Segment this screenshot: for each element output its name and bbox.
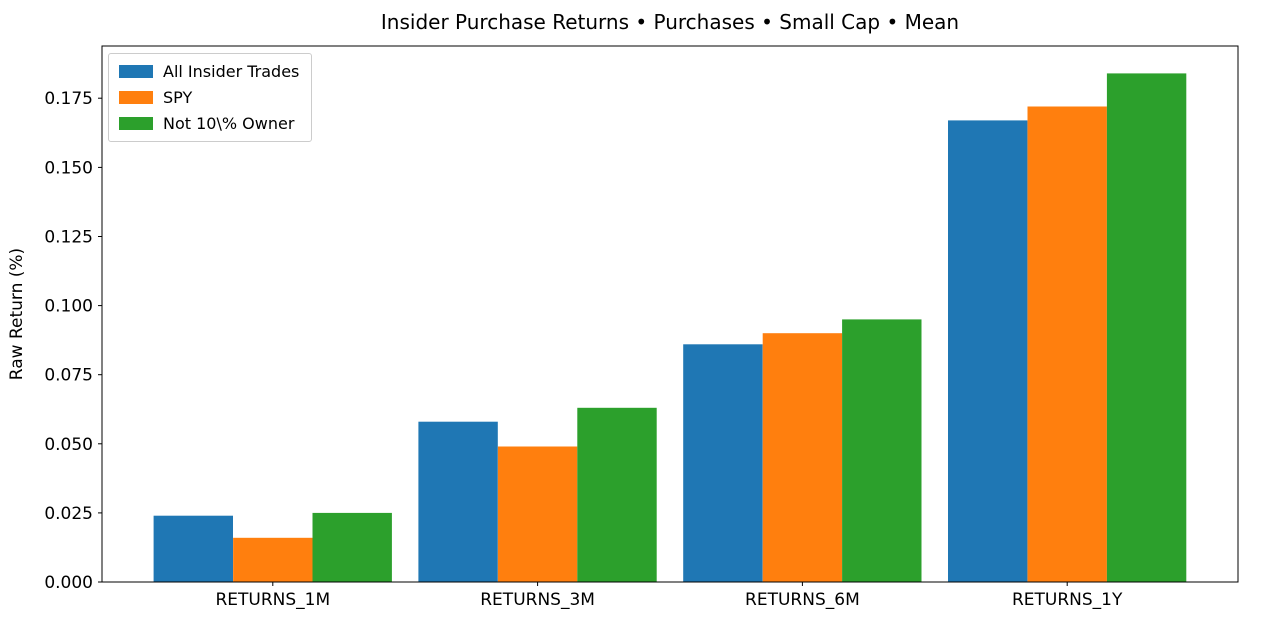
bar-RETURNS_6M-series2 <box>842 319 922 582</box>
x-tick-label: RETURNS_6M <box>745 590 860 610</box>
bar-RETURNS_1M-series1 <box>233 537 313 582</box>
x-tick-label: RETURNS_1Y <box>1012 590 1123 610</box>
x-tick-label: RETURNS_1M <box>215 590 330 610</box>
bar-RETURNS_3M-series2 <box>577 407 657 582</box>
legend-swatch-all-insider-trades <box>119 65 153 78</box>
bar-RETURNS_3M-series0 <box>418 421 498 582</box>
bar-RETURNS_1Y-series0 <box>948 120 1028 583</box>
y-tick-label: 0.000 <box>44 573 93 593</box>
legend-label-spy: SPY <box>163 88 193 107</box>
y-tick-label: 0.025 <box>44 504 93 524</box>
y-tick-label: 0.075 <box>44 366 93 386</box>
bar-RETURNS_1M-series2 <box>312 512 392 582</box>
legend-label-all-insider-trades: All Insider Trades <box>163 62 300 81</box>
legend-item-all-insider-trades: All Insider Trades <box>119 62 299 81</box>
legend-item-spy: SPY <box>119 88 299 107</box>
bar-RETURNS_3M-series1 <box>497 446 578 582</box>
bar-RETURNS_6M-series0 <box>683 344 763 582</box>
chart-title: Insider Purchase Returns • Purchases • S… <box>380 10 960 34</box>
y-tick-label: 0.175 <box>44 89 93 109</box>
bar-RETURNS_6M-series1 <box>762 333 843 582</box>
bar-RETURNS_1M-series0 <box>153 515 233 582</box>
y-tick-label: 0.150 <box>44 158 93 178</box>
legend: All Insider Trades SPY Not 10\% Owner <box>108 53 313 142</box>
y-tick-label: 0.050 <box>44 435 93 455</box>
y-tick-label: 0.125 <box>44 228 93 248</box>
axes-spines <box>101 45 1239 583</box>
bar-RETURNS_1Y-series1 <box>1027 106 1107 582</box>
x-tick-label: RETURNS_3M <box>480 590 595 610</box>
legend-swatch-not-10-owner <box>119 117 153 130</box>
y-tick-label: 0.100 <box>44 297 93 317</box>
legend-label-not-10-owner: Not 10\% Owner <box>163 114 295 133</box>
legend-swatch-spy <box>119 91 153 104</box>
legend-item-not-10-owner: Not 10\% Owner <box>119 114 299 133</box>
bar-RETURNS_1Y-series2 <box>1106 73 1187 583</box>
